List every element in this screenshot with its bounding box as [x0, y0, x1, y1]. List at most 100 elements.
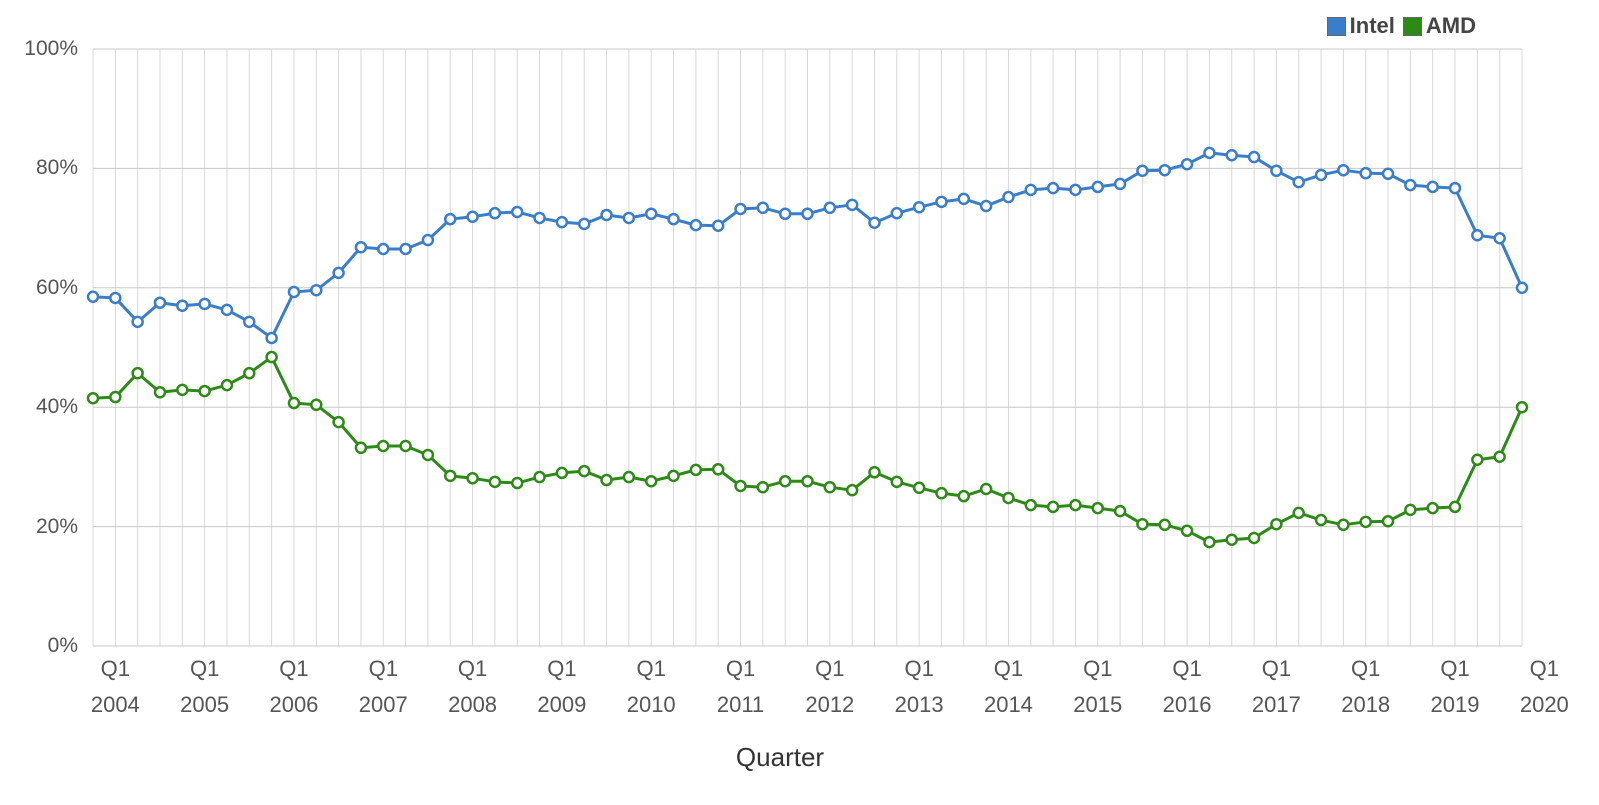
- data-point: [1337, 518, 1350, 532]
- data-point: [1270, 164, 1283, 178]
- data-point: [131, 366, 144, 380]
- data-point: [1046, 181, 1060, 195]
- data-point: [287, 285, 301, 299]
- data-point: [1091, 501, 1105, 515]
- data-point: [310, 398, 323, 412]
- x-tick-label: Q1 2011: [716, 656, 765, 717]
- data-point: [1180, 524, 1194, 538]
- data-point: [1002, 190, 1015, 204]
- data-point: [220, 378, 234, 392]
- y-tick-label: 100%: [24, 37, 78, 60]
- data-point: [957, 489, 971, 503]
- x-tick-label: Q1 2006: [269, 656, 319, 717]
- data-point: [86, 391, 100, 405]
- data-point: [734, 479, 747, 493]
- data-point: [600, 473, 613, 487]
- data-point: [1069, 498, 1082, 512]
- x-tick-label: Q1 2004: [90, 656, 140, 717]
- data-point: [1381, 514, 1395, 528]
- data-point: [198, 297, 211, 311]
- x-tick-label: Q1 2015: [1073, 656, 1123, 717]
- data-point: [644, 207, 658, 221]
- data-point: [421, 233, 435, 247]
- data-point: [711, 463, 725, 476]
- legend: Intel AMD: [1326, 13, 1480, 39]
- data-point: [1448, 500, 1462, 514]
- data-point: [823, 201, 837, 215]
- data-point: [1113, 177, 1127, 191]
- data-point: [243, 366, 256, 380]
- data-point: [711, 219, 725, 232]
- y-tick-label: 0%: [47, 634, 78, 657]
- data-point: [1069, 183, 1082, 197]
- data-point: [845, 483, 859, 497]
- data-point: [935, 486, 948, 500]
- data-point: [287, 396, 301, 410]
- x-tick-label: Q1 2019: [1430, 656, 1480, 717]
- legend-swatch: [1402, 16, 1422, 36]
- data-point: [689, 463, 703, 477]
- data-point: [488, 475, 502, 489]
- x-tick-label: Q1 2010: [626, 656, 676, 717]
- data-point: [577, 464, 591, 478]
- data-point: [310, 283, 323, 297]
- data-point: [488, 206, 502, 220]
- data-point: [153, 386, 167, 399]
- data-point: [912, 481, 926, 495]
- data-point: [176, 383, 189, 397]
- data-point: [801, 474, 814, 488]
- data-point: [1448, 181, 1462, 195]
- data-point: [868, 466, 881, 479]
- data-point: [332, 266, 345, 280]
- data-point: [421, 448, 435, 462]
- data-point: [935, 195, 948, 209]
- data-point: [1292, 175, 1305, 189]
- data-point: [577, 217, 591, 231]
- y-tick-label: 80%: [35, 156, 78, 180]
- data-point: [332, 415, 345, 429]
- data-point: [1426, 180, 1439, 194]
- data-point: [265, 350, 278, 364]
- data-point: [1493, 231, 1506, 245]
- data-point: [1314, 513, 1328, 527]
- data-point: [399, 439, 412, 453]
- data-point: [734, 202, 747, 216]
- data-point: [377, 242, 390, 256]
- data-point: [1471, 229, 1484, 242]
- data-point: [444, 469, 457, 483]
- data-point: [109, 390, 122, 404]
- data-point: [979, 199, 993, 213]
- data-point: [1203, 535, 1216, 549]
- legend-swatch: [1326, 16, 1346, 36]
- data-point: [399, 242, 412, 256]
- data-point: [109, 291, 122, 305]
- data-point: [131, 315, 144, 329]
- data-point: [1292, 506, 1305, 520]
- data-point: [1404, 503, 1417, 517]
- data-point: [890, 206, 904, 220]
- legend-label: AMD: [1425, 13, 1476, 38]
- data-point: [1515, 281, 1529, 295]
- data-point: [622, 470, 636, 484]
- data-point: [823, 480, 837, 494]
- data-point: [1024, 498, 1038, 512]
- data-point: [1359, 166, 1372, 180]
- data-point: [377, 439, 390, 453]
- x-tick-label: Q1 2020: [1519, 656, 1569, 717]
- data-point: [801, 207, 814, 221]
- x-axis-title: Quarter: [735, 742, 825, 772]
- data-point: [466, 471, 479, 485]
- legend-label: Intel: [1349, 13, 1395, 38]
- data-point: [1247, 531, 1261, 545]
- data-point: [354, 441, 368, 455]
- x-tick-label: Q1 2018: [1341, 656, 1391, 717]
- data-point: [510, 205, 524, 219]
- x-tick-label: Q1 2013: [894, 656, 944, 717]
- data-point: [1247, 150, 1261, 164]
- data-point: [198, 384, 211, 398]
- data-point: [1404, 178, 1417, 192]
- data-point: [1381, 167, 1395, 181]
- data-point: [466, 210, 479, 224]
